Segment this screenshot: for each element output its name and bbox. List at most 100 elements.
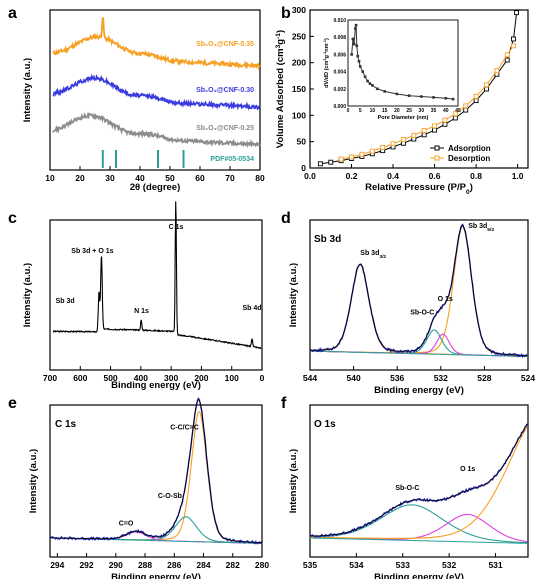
bet-inset-point xyxy=(357,59,361,63)
bet-legend-marker xyxy=(434,155,440,161)
bet-data-point xyxy=(504,52,510,58)
sb3d-background-line xyxy=(309,350,528,357)
bet-data-point xyxy=(369,148,375,154)
o1s-component-line xyxy=(310,426,528,539)
bet-inset-point xyxy=(432,96,435,99)
bet-y-tick-label: 100 xyxy=(292,110,306,120)
o1s-plot-frame xyxy=(309,404,529,558)
survey-y-axis-label: Intensity (a.u.) xyxy=(22,263,33,327)
bet-legend-label: Adsorption xyxy=(448,144,491,153)
bet-data-point xyxy=(328,159,334,165)
survey-x-tick-label: 200 xyxy=(194,373,208,383)
bet-x-tick-label: 0.4 xyxy=(387,171,399,181)
bet-x-tick-label: 1.0 xyxy=(512,171,524,181)
o1s-x-tick-label: 534 xyxy=(349,560,363,570)
bet-inset-x-tick: 5 xyxy=(359,108,362,114)
bet-inset-point xyxy=(363,75,367,79)
sb3d-x-tick-label: 540 xyxy=(347,373,361,383)
bet-data-point xyxy=(359,151,365,157)
c1s-x-axis-label: Binding energy (eV) xyxy=(111,572,201,579)
bet-data-point xyxy=(494,68,500,74)
bet-inset-y-tick: 0.000 xyxy=(333,104,346,110)
bet-data-point xyxy=(421,128,427,134)
bet-data-point xyxy=(411,132,417,138)
o1s-panel-title: O 1s xyxy=(314,419,336,430)
bet-inset-y-label: dV/dD (cm3g-1nm-1) xyxy=(323,38,330,88)
bet-inset-point xyxy=(351,37,355,41)
bet-data-point xyxy=(452,111,458,117)
survey-x-tick-label: 100 xyxy=(225,373,239,383)
bet-data-point xyxy=(514,10,520,16)
o1s-raw-spectrum-line xyxy=(309,423,528,539)
sb3d-peak-label-3-2: Sb 3d3/2 xyxy=(360,250,386,259)
sb3d-peak-label-o1s: O 1s xyxy=(438,296,453,303)
bet-y-tick-label: 200 xyxy=(292,58,306,68)
bet-inset-y-tick: 0.008 xyxy=(333,35,346,41)
bet-inset-frame xyxy=(347,19,459,107)
xrd-series-label: Sb₂O₃@CNF-0.35 xyxy=(196,41,254,48)
bet-inset-point xyxy=(395,92,399,96)
bet-inset-point xyxy=(407,94,411,97)
bet-inset-point xyxy=(354,23,358,27)
c1s-raw-spectrum-line xyxy=(49,397,263,545)
bet-inset-point xyxy=(451,97,455,101)
sb3d-panel-title: Sb 3d xyxy=(314,234,341,245)
xrd-x-tick-label: 60 xyxy=(195,173,205,183)
sb3d-y-axis-label: Intensity (a.u.) xyxy=(288,263,299,327)
bet-data-point xyxy=(421,132,427,138)
bet-data-point xyxy=(463,107,469,113)
xrd-x-tick-label: 20 xyxy=(75,173,85,183)
bet-data-point xyxy=(484,82,489,88)
bet-data-point xyxy=(442,121,448,127)
o1s-x-tick-label: 532 xyxy=(442,560,456,570)
o1s-x-axis-label: Binding energy (eV) xyxy=(374,572,464,579)
xrd-x-tick-label: 30 xyxy=(105,173,115,183)
bet-data-point xyxy=(390,141,396,147)
bet-data-point xyxy=(432,127,438,133)
bet-inset-x-label: Pore Diameter (nm) xyxy=(378,115,429,121)
survey-spectrum-line xyxy=(52,201,262,350)
xrd-x-tick-label: 70 xyxy=(225,173,235,183)
survey-x-tick-label: 500 xyxy=(103,373,117,383)
bet-x-tick-label: 0.8 xyxy=(470,171,482,181)
c1s-x-tick-label: 290 xyxy=(109,560,123,570)
bet-data-point xyxy=(511,36,516,42)
bet-data-point xyxy=(504,57,510,63)
xrd-series-line xyxy=(52,111,261,149)
sb3d-x-tick-label: 536 xyxy=(390,373,404,383)
c1s-plot-frame xyxy=(49,404,263,558)
xrd-x-tick-label: 40 xyxy=(135,173,145,183)
bet-data-point xyxy=(511,43,516,49)
survey-peak-label: Sb 3d + O 1s xyxy=(71,248,113,255)
sb3d-fit-envelope-line xyxy=(309,224,528,357)
c1s-y-axis-label: Intensity (a.u.) xyxy=(28,449,39,513)
xrd-x-tick-label: 50 xyxy=(165,173,175,183)
bet-inset-point xyxy=(376,87,379,91)
bet-inset-x-tick: 25 xyxy=(406,108,412,114)
bet-data-point xyxy=(463,103,469,109)
survey-peak-label: Sb 3d xyxy=(56,298,75,305)
bet-inset-point xyxy=(356,54,360,58)
xrd-series-label: Sb₂O₃@CNF-0.25 xyxy=(196,125,254,132)
bet-inset-y-tick: 0.010 xyxy=(333,18,346,24)
c1s-x-tick-label: 294 xyxy=(50,560,64,570)
bet-inset-point xyxy=(354,27,357,30)
sb3d-x-tick-label: 528 xyxy=(477,373,491,383)
sb3d-x-tick-label: 532 xyxy=(434,373,448,383)
c1s-component-line xyxy=(49,410,263,544)
survey-x-tick-label: 700 xyxy=(43,373,57,383)
xrd-plot-frame xyxy=(49,9,261,171)
xrd-x-axis-label: 2θ (degree) xyxy=(130,182,181,193)
bet-inset-point xyxy=(420,95,423,98)
bet-data-point xyxy=(484,86,489,92)
survey-peak-label: C 1s xyxy=(169,224,184,231)
bet-legend-label: Desorption xyxy=(448,154,490,163)
o1s-background-line xyxy=(310,537,528,544)
bet-inset-y-tick: 0.004 xyxy=(333,70,346,76)
bet-y-tick-label: 150 xyxy=(292,84,306,94)
bet-inset-point xyxy=(358,65,362,68)
xrd-reference-label: PDF#05-0534 xyxy=(210,156,254,163)
sb3d-x-tick-label: 544 xyxy=(303,373,317,383)
panel-label-b: b xyxy=(281,5,291,22)
